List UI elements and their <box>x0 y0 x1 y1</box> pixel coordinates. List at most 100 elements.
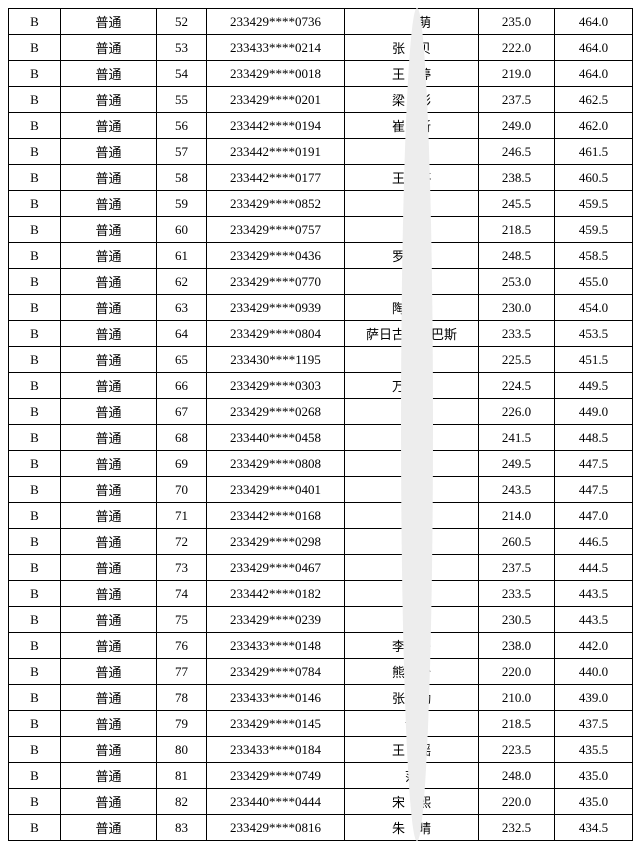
cell-score2: 449.0 <box>555 399 633 425</box>
cell-score2: 448.5 <box>555 425 633 451</box>
cell-rank: 79 <box>157 711 207 737</box>
cell-score1: 219.0 <box>479 61 555 87</box>
cell-id: 233429****0749 <box>207 763 345 789</box>
table-row: B普通60233429****0757陆 218.5459.5 <box>9 217 633 243</box>
cell-rank: 67 <box>157 399 207 425</box>
table-row: B普通78233433****0146张 勤210.0439.0 <box>9 685 633 711</box>
cell-score2: 464.0 <box>555 9 633 35</box>
cell-class: B <box>9 607 61 633</box>
cell-id: 233429****0784 <box>207 659 345 685</box>
cell-id: 233429****0939 <box>207 295 345 321</box>
cell-score1: 222.0 <box>479 35 555 61</box>
cell-rank: 81 <box>157 763 207 789</box>
cell-type: 普通 <box>61 139 157 165</box>
cell-class: B <box>9 191 61 217</box>
table-row: B普通82233440****0444宋 熙220.0435.0 <box>9 789 633 815</box>
cell-score2: 443.5 <box>555 581 633 607</box>
cell-score2: 455.0 <box>555 269 633 295</box>
cell-type: 普通 <box>61 191 157 217</box>
cell-name: 王 婷 <box>345 165 479 191</box>
cell-name: 苏醒 <box>345 581 479 607</box>
table-row: B普通75233429****0239 勇230.5443.5 <box>9 607 633 633</box>
cell-type: 普通 <box>61 425 157 451</box>
cell-score1: 232.5 <box>479 815 555 841</box>
cell-score2: 451.5 <box>555 347 633 373</box>
cell-id: 233433****0146 <box>207 685 345 711</box>
cell-score2: 459.5 <box>555 191 633 217</box>
table-row: B普通59233429****0852汪 245.5459.5 <box>9 191 633 217</box>
cell-id: 233429****0436 <box>207 243 345 269</box>
cell-type: 普通 <box>61 451 157 477</box>
cell-class: B <box>9 217 61 243</box>
table-row: B普通63233429****0939陶 萍230.0454.0 <box>9 295 633 321</box>
cell-name: 萨日古 阿巴斯 <box>345 321 479 347</box>
cell-rank: 60 <box>157 217 207 243</box>
table-row: B普通55233429****0201梁 彤237.5462.5 <box>9 87 633 113</box>
cell-id: 233440****0458 <box>207 425 345 451</box>
cell-rank: 83 <box>157 815 207 841</box>
cell-class: B <box>9 451 61 477</box>
cell-score2: 446.5 <box>555 529 633 555</box>
cell-rank: 53 <box>157 35 207 61</box>
cell-score2: 461.5 <box>555 139 633 165</box>
cell-type: 普通 <box>61 685 157 711</box>
cell-type: 普通 <box>61 243 157 269</box>
cell-score1: 243.5 <box>479 477 555 503</box>
cell-name: 月嫩 <box>345 555 479 581</box>
cell-score1: 235.0 <box>479 9 555 35</box>
table-row: B普通65233430****1195 彤225.5451.5 <box>9 347 633 373</box>
cell-type: 普通 <box>61 269 157 295</box>
cell-score2: 440.0 <box>555 659 633 685</box>
cell-id: 233429****0816 <box>207 815 345 841</box>
cell-rank: 58 <box>157 165 207 191</box>
cell-name: 王 婷 <box>345 61 479 87</box>
cell-rank: 66 <box>157 373 207 399</box>
cell-rank: 82 <box>157 789 207 815</box>
cell-name: 范 <box>345 763 479 789</box>
cell-score2: 464.0 <box>555 35 633 61</box>
cell-type: 普通 <box>61 503 157 529</box>
table-row: B普通71233442****0168 昭芳214.0447.0 <box>9 503 633 529</box>
cell-score1: 248.5 <box>479 243 555 269</box>
cell-class: B <box>9 61 61 87</box>
cell-id: 233433****0148 <box>207 633 345 659</box>
cell-score2: 442.0 <box>555 633 633 659</box>
cell-score1: 218.5 <box>479 217 555 243</box>
cell-id: 233429****0239 <box>207 607 345 633</box>
cell-score2: 444.5 <box>555 555 633 581</box>
cell-id: 233429****0145 <box>207 711 345 737</box>
cell-class: B <box>9 477 61 503</box>
cell-score2: 439.0 <box>555 685 633 711</box>
table-row: B普通68233440****0458 培鑫241.5448.5 <box>9 425 633 451</box>
cell-name: 萌 <box>345 9 479 35</box>
cell-score2: 464.0 <box>555 61 633 87</box>
cell-score1: 223.5 <box>479 737 555 763</box>
table-row: B普通72233429****0298 伟敏260.5446.5 <box>9 529 633 555</box>
cell-score1: 210.0 <box>479 685 555 711</box>
cell-name: 谢 <box>345 711 479 737</box>
cell-name: 汪 <box>345 191 479 217</box>
cell-rank: 73 <box>157 555 207 581</box>
cell-score1: 246.5 <box>479 139 555 165</box>
cell-score1: 233.5 <box>479 581 555 607</box>
cell-id: 233433****0184 <box>207 737 345 763</box>
cell-rank: 61 <box>157 243 207 269</box>
cell-score2: 435.0 <box>555 789 633 815</box>
cell-rank: 75 <box>157 607 207 633</box>
cell-class: B <box>9 373 61 399</box>
cell-type: 普通 <box>61 815 157 841</box>
cell-type: 普通 <box>61 165 157 191</box>
cell-score1: 233.5 <box>479 321 555 347</box>
cell-score1: 230.0 <box>479 295 555 321</box>
cell-name: 陆 <box>345 217 479 243</box>
cell-class: B <box>9 35 61 61</box>
cell-score1: 245.5 <box>479 191 555 217</box>
cell-class: B <box>9 113 61 139</box>
table-row: B普通67233429****0268 涛226.0449.0 <box>9 399 633 425</box>
cell-class: B <box>9 685 61 711</box>
cell-class: B <box>9 581 61 607</box>
cell-score2: 449.5 <box>555 373 633 399</box>
cell-name: 朱 晴 <box>345 815 479 841</box>
table-row: B普通54233429****0018王 婷219.0464.0 <box>9 61 633 87</box>
table-row: B普通52233429****0736 萌235.0464.0 <box>9 9 633 35</box>
